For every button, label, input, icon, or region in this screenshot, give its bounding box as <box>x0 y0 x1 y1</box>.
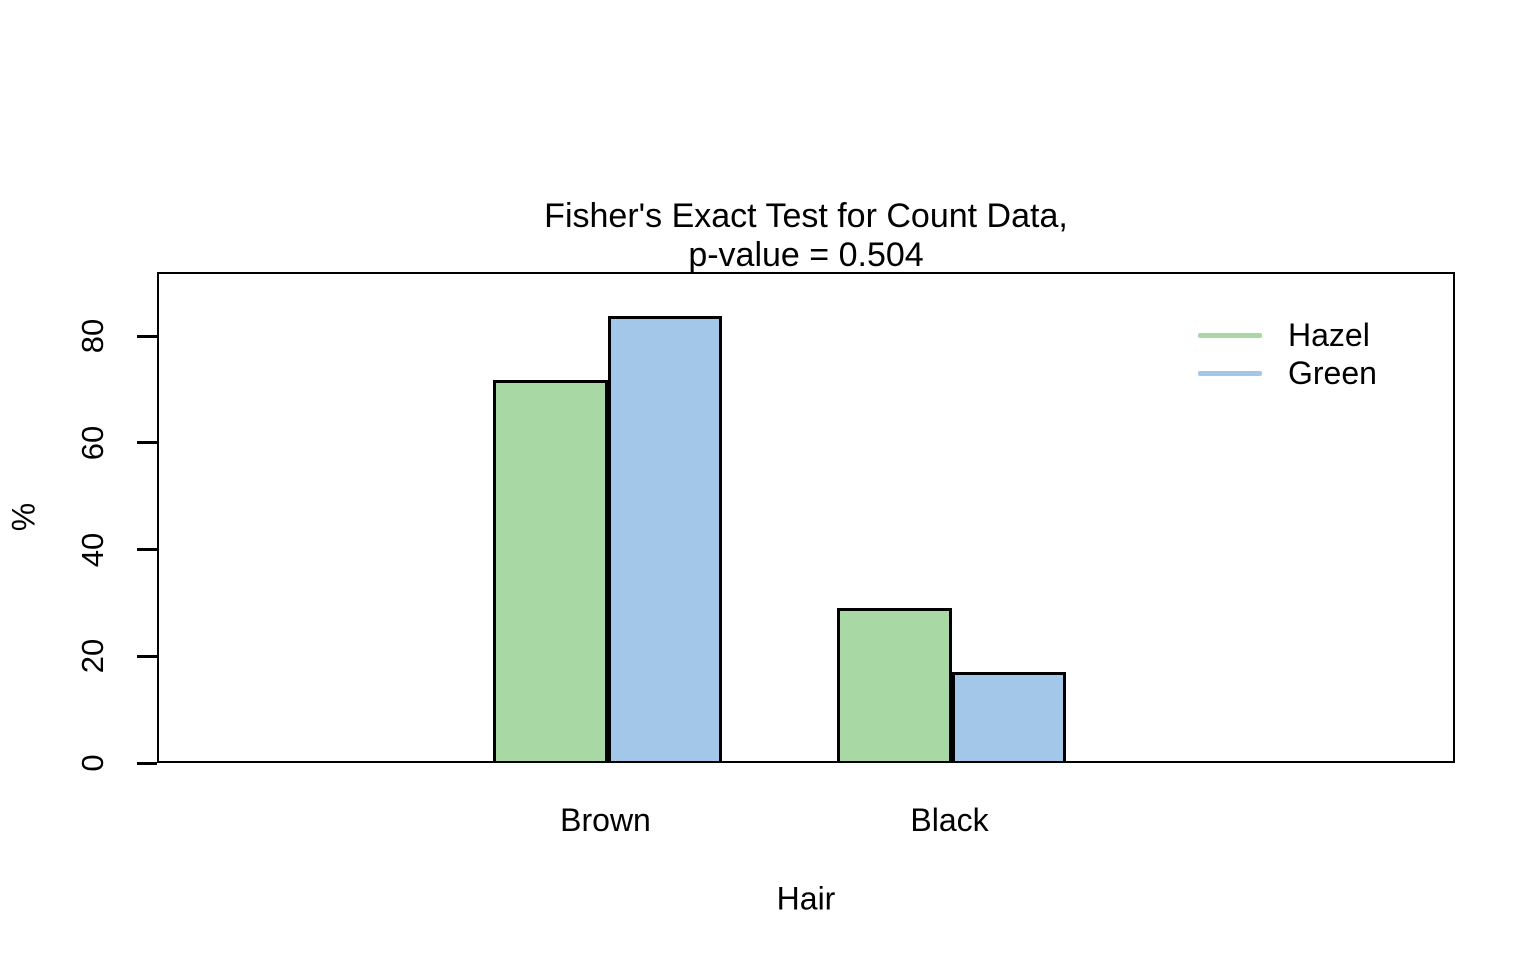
legend-line-icon <box>1198 370 1262 376</box>
category-label-brown: Brown <box>560 802 651 838</box>
y-tick-label-40: 40 <box>75 532 110 567</box>
category-label-black: Black <box>910 802 989 838</box>
bar-brown-green <box>607 316 722 761</box>
y-tick-label-80: 80 <box>75 318 110 354</box>
chart-legend: Hazel Green <box>1198 316 1377 392</box>
legend-line-icon <box>1198 332 1262 338</box>
bar-black-green <box>951 671 1066 761</box>
y-tick-0 <box>137 761 157 765</box>
y-tick-80 <box>137 334 157 338</box>
y-tick-60 <box>137 441 157 445</box>
legend-label: Hazel <box>1288 317 1370 353</box>
y-tick-label-60: 60 <box>75 425 110 461</box>
y-tick-20 <box>137 654 157 658</box>
y-tick-label-0: 0 <box>75 754 110 772</box>
bar-black-hazel <box>837 608 952 761</box>
legend-label: Green <box>1288 355 1377 391</box>
legend-item-hazel: Hazel <box>1198 316 1377 354</box>
y-tick-40 <box>137 548 157 552</box>
x-axis-title: Hair <box>776 880 836 917</box>
chart-title: Fisher's Exact Test for Count Data, p-va… <box>544 197 1068 274</box>
legend-item-green: Green <box>1198 354 1377 392</box>
plot-area <box>157 272 1455 763</box>
y-tick-label-20: 20 <box>75 639 110 674</box>
bar-brown-hazel <box>493 379 608 761</box>
y-axis-title: % <box>5 502 42 532</box>
